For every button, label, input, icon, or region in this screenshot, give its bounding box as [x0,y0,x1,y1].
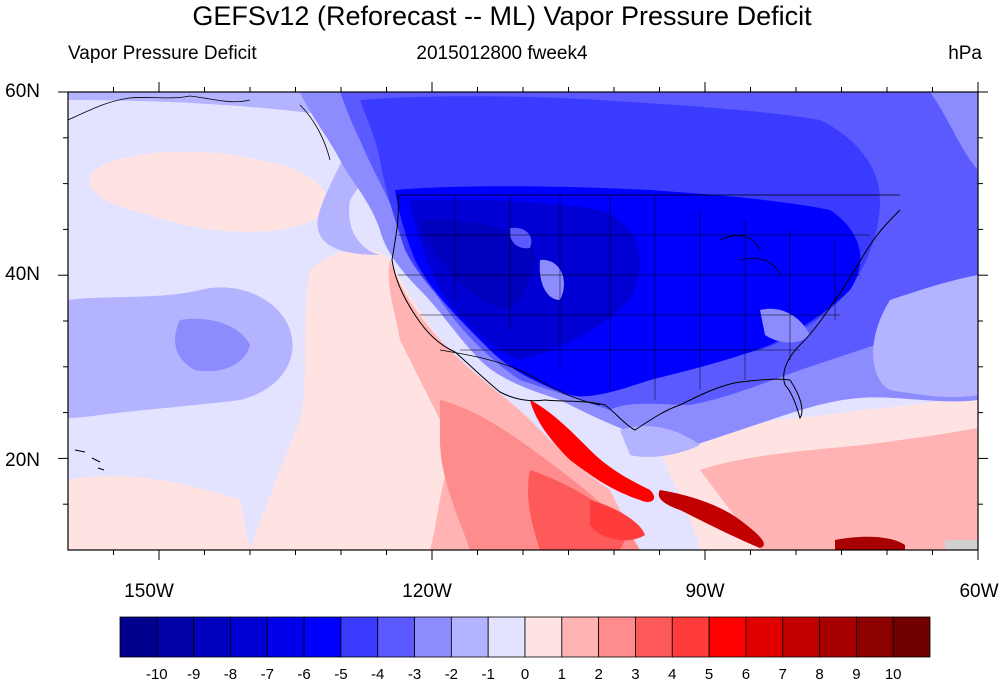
units-label: hPa [948,43,982,64]
field-region [945,540,978,550]
colorbar-swatch [414,616,452,658]
lon-label-60w: 60W [959,581,999,602]
state-borders [398,234,870,351]
map-field [68,92,978,550]
colorbar-swatch [193,616,231,658]
colorbar-swatch [524,616,563,658]
colorbar-swatch [230,616,268,658]
colorbar-swatch [450,616,489,658]
field-region [835,536,905,550]
colorbar-swatch [303,616,342,658]
colorbar-swatch [156,616,195,658]
colorbar-label: -3 [407,666,422,683]
colorbar-swatch [745,616,784,658]
field-region [420,219,534,310]
colorbar-label: 8 [815,666,824,683]
colorbar-label: 2 [594,666,603,683]
colorbar-label: 6 [741,666,751,683]
great-lakes [719,235,781,276]
colorbar-label: -6 [297,666,311,683]
colorbar-swatch [671,616,710,658]
colorbar-swatch [635,616,673,658]
coastlines [68,95,901,471]
field-region [175,318,250,372]
coastline-alaska [68,95,251,121]
colorbar-label: -2 [444,666,459,683]
variable-label: Vapor Pressure Deficit [68,43,257,64]
lon-label-120w: 120W [402,581,452,602]
field-region [509,227,532,249]
colorbar-label: 1 [557,666,566,683]
colorbar-swatch [819,616,857,658]
colorbar-label: 4 [668,666,677,683]
hawaii-islands [74,449,105,471]
colorbar-label: -10 [145,666,168,683]
colorbar-swatch [561,616,600,658]
field-region [590,500,645,541]
colorbar-swatch [377,616,415,658]
figure-title: GEFSv12 (Reforecast -- ML) Vapor Pressur… [192,1,812,31]
colorbar-label: 7 [778,666,787,683]
state-borders [454,195,836,400]
colorbar-label: 3 [631,666,640,683]
coastline-bc [299,104,331,161]
date-label: 2015012800 fweek4 [416,43,588,64]
field-region [68,476,250,550]
field-region [620,425,700,457]
colorbar-label: 0 [520,666,530,683]
colorbar-swatch [119,616,158,658]
lon-label-90w: 90W [685,581,725,602]
coastline [391,194,901,431]
colorbar-swatch [487,616,526,658]
colorbar-label: -9 [186,666,201,683]
colorbar-label: 5 [704,666,714,683]
colorbar-label: -7 [260,666,274,683]
colorbar-swatch [340,616,379,658]
field-region [873,275,978,398]
field-region [539,259,564,300]
lon-label-150w: 150W [124,581,174,602]
colorbar-swatch [266,616,305,658]
field-region [760,308,810,343]
colorbar-label: -4 [371,666,385,683]
axis-ticks [58,82,988,560]
colorbar-label: 9 [852,666,861,683]
colorbar-label: -5 [334,666,348,683]
field-region [89,151,328,232]
colorbar-label: -8 [223,666,238,683]
lat-label-60n: 60N [5,81,40,102]
field-region [700,428,978,550]
colorbar-label: -1 [481,666,495,683]
lat-label-40n: 40N [5,264,40,285]
colorbar-swatch [855,616,894,658]
colorbar-swatch [782,616,820,658]
lat-label-20n: 20N [5,450,40,471]
field-region [658,490,764,548]
colorbar-swatch [708,616,747,658]
colorbar-swatch [892,616,931,658]
colorbar-label: 10 [884,666,902,683]
country-border [439,349,601,406]
colorbar-swatch [598,616,636,658]
field-region [530,400,655,502]
